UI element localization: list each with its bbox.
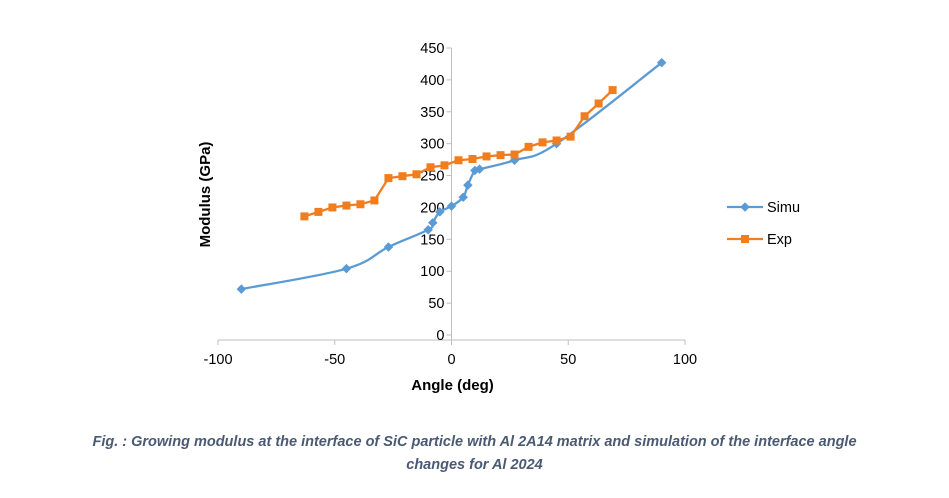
data-point-exp xyxy=(482,152,491,161)
x-tick-label: 50 xyxy=(560,352,576,368)
y-tick-label: 100 xyxy=(420,264,444,280)
legend-marker-exp xyxy=(741,235,749,243)
data-point-exp xyxy=(454,156,463,165)
data-point-simu xyxy=(383,242,394,252)
data-point-simu xyxy=(446,201,457,212)
data-point-exp xyxy=(580,112,589,121)
data-point-exp xyxy=(342,201,351,210)
data-point-exp xyxy=(552,136,561,145)
y-tick-label: 400 xyxy=(420,73,444,89)
data-point-simu xyxy=(458,192,469,203)
data-point-exp xyxy=(314,207,323,216)
y-tick-label: 150 xyxy=(420,232,444,248)
data-point-simu xyxy=(474,164,485,175)
data-point-exp xyxy=(496,151,505,160)
data-point-exp xyxy=(398,172,407,181)
y-axis-title: Modulus (GPa) xyxy=(197,142,214,248)
data-point-exp xyxy=(384,174,393,183)
x-tick-label: 100 xyxy=(673,352,697,368)
chart: 0 50 100 150 200 250 300 350 400 450 -100 -50 0 50 100… xyxy=(197,41,800,394)
data-point-exp xyxy=(412,170,421,179)
data-point-exp xyxy=(328,203,337,212)
data-point-exp xyxy=(426,163,435,172)
legend-label-exp: Exp xyxy=(767,232,792,248)
data-point-exp xyxy=(594,99,603,108)
y-tick-label: 300 xyxy=(420,137,444,153)
x-axis-title: Angle (deg) xyxy=(411,377,494,394)
legend-marker-simu xyxy=(740,202,750,212)
caption-line-2: changes for Al 2024 xyxy=(406,457,543,473)
data-point-exp xyxy=(440,161,449,170)
y-tick-label: 50 xyxy=(428,296,444,312)
data-point-simu xyxy=(423,224,434,235)
figure-caption: Fig. : Growing modulus at the interface … xyxy=(0,431,949,477)
data-point-exp xyxy=(566,132,575,141)
y-tick-label: 0 xyxy=(436,328,444,344)
data-point-exp xyxy=(356,200,365,209)
x-tick-label: 0 xyxy=(447,352,455,368)
data-point-simu xyxy=(434,207,445,217)
data-point-simu xyxy=(462,180,473,190)
caption-line-1: Fig. : Growing modulus at the interface … xyxy=(92,434,857,450)
data-point-exp xyxy=(510,150,519,159)
series-line-exp xyxy=(303,88,614,218)
y-tick-label: 250 xyxy=(420,169,444,185)
data-point-exp xyxy=(608,86,617,95)
data-point-exp xyxy=(468,154,477,163)
data-point-exp xyxy=(300,212,309,221)
y-tick-label: 450 xyxy=(420,41,444,57)
x-tick-label: -50 xyxy=(324,352,345,368)
data-point-simu xyxy=(427,217,438,228)
legend-label-simu: Simu xyxy=(767,200,800,216)
data-point-exp xyxy=(524,142,533,151)
data-point-simu xyxy=(341,263,352,274)
data-point-exp xyxy=(370,196,379,205)
x-tick-label: -100 xyxy=(203,352,232,368)
y-tick-label: 350 xyxy=(420,105,444,121)
data-point-exp xyxy=(538,138,547,147)
data-point-simu xyxy=(656,57,667,68)
data-point-simu xyxy=(236,284,247,294)
